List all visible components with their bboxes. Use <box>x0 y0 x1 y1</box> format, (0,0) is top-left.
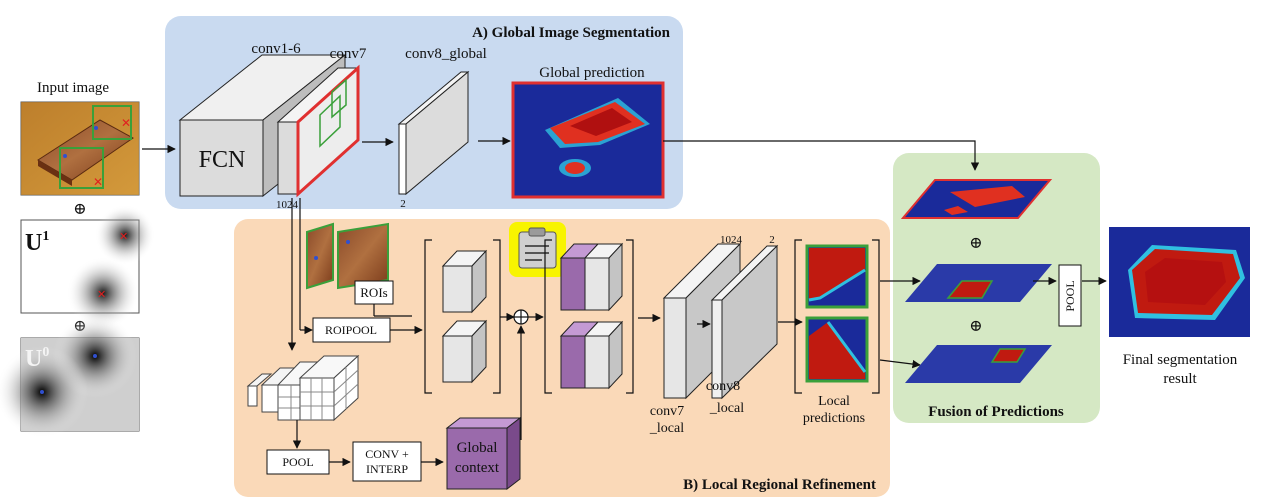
roi-feature-block <box>441 249 488 314</box>
bracket <box>794 239 802 394</box>
positive-click-icon <box>94 126 98 130</box>
positive-click-icon <box>93 354 97 358</box>
u0-map: U0 <box>0 314 140 438</box>
fusion-layer-global <box>900 179 1053 219</box>
conv7-local-label: conv7 <box>650 404 684 419</box>
dim-2-label: 2 <box>769 234 775 246</box>
negative-click-icon: ✕ <box>93 175 103 189</box>
global-context-block <box>445 416 522 491</box>
conv8-global-label: conv8_global <box>405 46 487 62</box>
fusion-pool-label: POOL <box>1063 280 1077 311</box>
conv7-local-label: _local <box>649 421 684 436</box>
bracket <box>626 239 634 394</box>
global-context-label: context <box>455 460 500 476</box>
local-predictions-label: predictions <box>803 411 865 426</box>
final-segmentation-heatmap <box>1109 227 1250 337</box>
global-section-title: A) Global Image Segmentation <box>472 25 671 41</box>
pool-box <box>266 449 330 475</box>
roi-feature-block <box>441 319 488 384</box>
negative-click-icon: ✕ <box>97 288 106 301</box>
global-prediction-heatmap <box>511 81 665 199</box>
bracket <box>424 239 432 394</box>
u1-label: U1 <box>25 229 49 256</box>
oplus-symbol: ⊕ <box>969 235 982 252</box>
clipboard-icon <box>509 222 566 277</box>
fusion-layer-local-2 <box>905 345 1052 383</box>
negative-click-icon: ✕ <box>119 230 128 243</box>
context-feature-block <box>559 320 624 390</box>
conv1-6-label: conv1-6 <box>251 41 301 57</box>
conv-interp-label: CONV + <box>365 447 409 461</box>
dim-2-label: 2 <box>400 198 406 210</box>
positive-click-icon <box>63 154 67 158</box>
roi-box-1 <box>92 105 132 140</box>
fusion-layer-local-1 <box>905 264 1052 302</box>
conv8-local-label: conv8 <box>706 379 740 394</box>
conv7-block <box>276 64 360 198</box>
conv-interp-label: INTERP <box>366 462 408 476</box>
local-prediction-2 <box>805 316 869 383</box>
local-predictions-label: Local <box>818 394 850 409</box>
final-result-label: Final segmentation <box>1123 352 1238 368</box>
local-section-title: B) Local Regional Refinement <box>683 477 876 493</box>
roi-crops <box>306 222 389 290</box>
input-image-title: Input image <box>37 80 109 96</box>
pool-label: POOL <box>282 455 313 469</box>
bracket <box>872 239 880 394</box>
conv8-local-block <box>710 244 779 400</box>
input-image: ✕ ✕ <box>20 101 140 196</box>
global-prediction-title: Global prediction <box>539 65 645 81</box>
final-result-label: result <box>1163 371 1197 387</box>
dim-1024-label: 1024 <box>720 234 743 246</box>
oplus-symbol: ⊕ <box>969 318 982 335</box>
local-prediction-1 <box>805 244 869 309</box>
context-feature-block <box>559 242 624 312</box>
arrow <box>879 359 921 369</box>
oplus-symbol: ⊕ <box>73 201 86 218</box>
connector-line <box>663 140 980 171</box>
rois-label: ROIs <box>360 285 387 300</box>
conv8-global-block <box>397 70 470 196</box>
dim-1024-label: 1024 <box>276 199 299 211</box>
fusion-pool-box <box>1058 264 1082 327</box>
roi-box-2 <box>59 147 104 189</box>
bracket <box>544 239 552 394</box>
global-context-label: Global <box>457 440 498 456</box>
fusion-section-title: Fusion of Predictions <box>928 404 1064 420</box>
u0-label: U0 <box>25 345 49 372</box>
negative-click-icon: ✕ <box>121 116 131 130</box>
multiscale-features <box>246 354 360 422</box>
u1-map: ✕ ✕ U1 <box>20 205 155 329</box>
conv8-local-label: _local <box>709 401 744 416</box>
roipool-label: ROIPOOL <box>325 323 377 337</box>
conv7-label: conv7 <box>330 46 367 62</box>
conv-interp-box <box>352 441 422 482</box>
roipool-box <box>312 317 391 343</box>
fcn-label: FCN <box>199 147 246 173</box>
positive-click-icon <box>40 390 44 394</box>
